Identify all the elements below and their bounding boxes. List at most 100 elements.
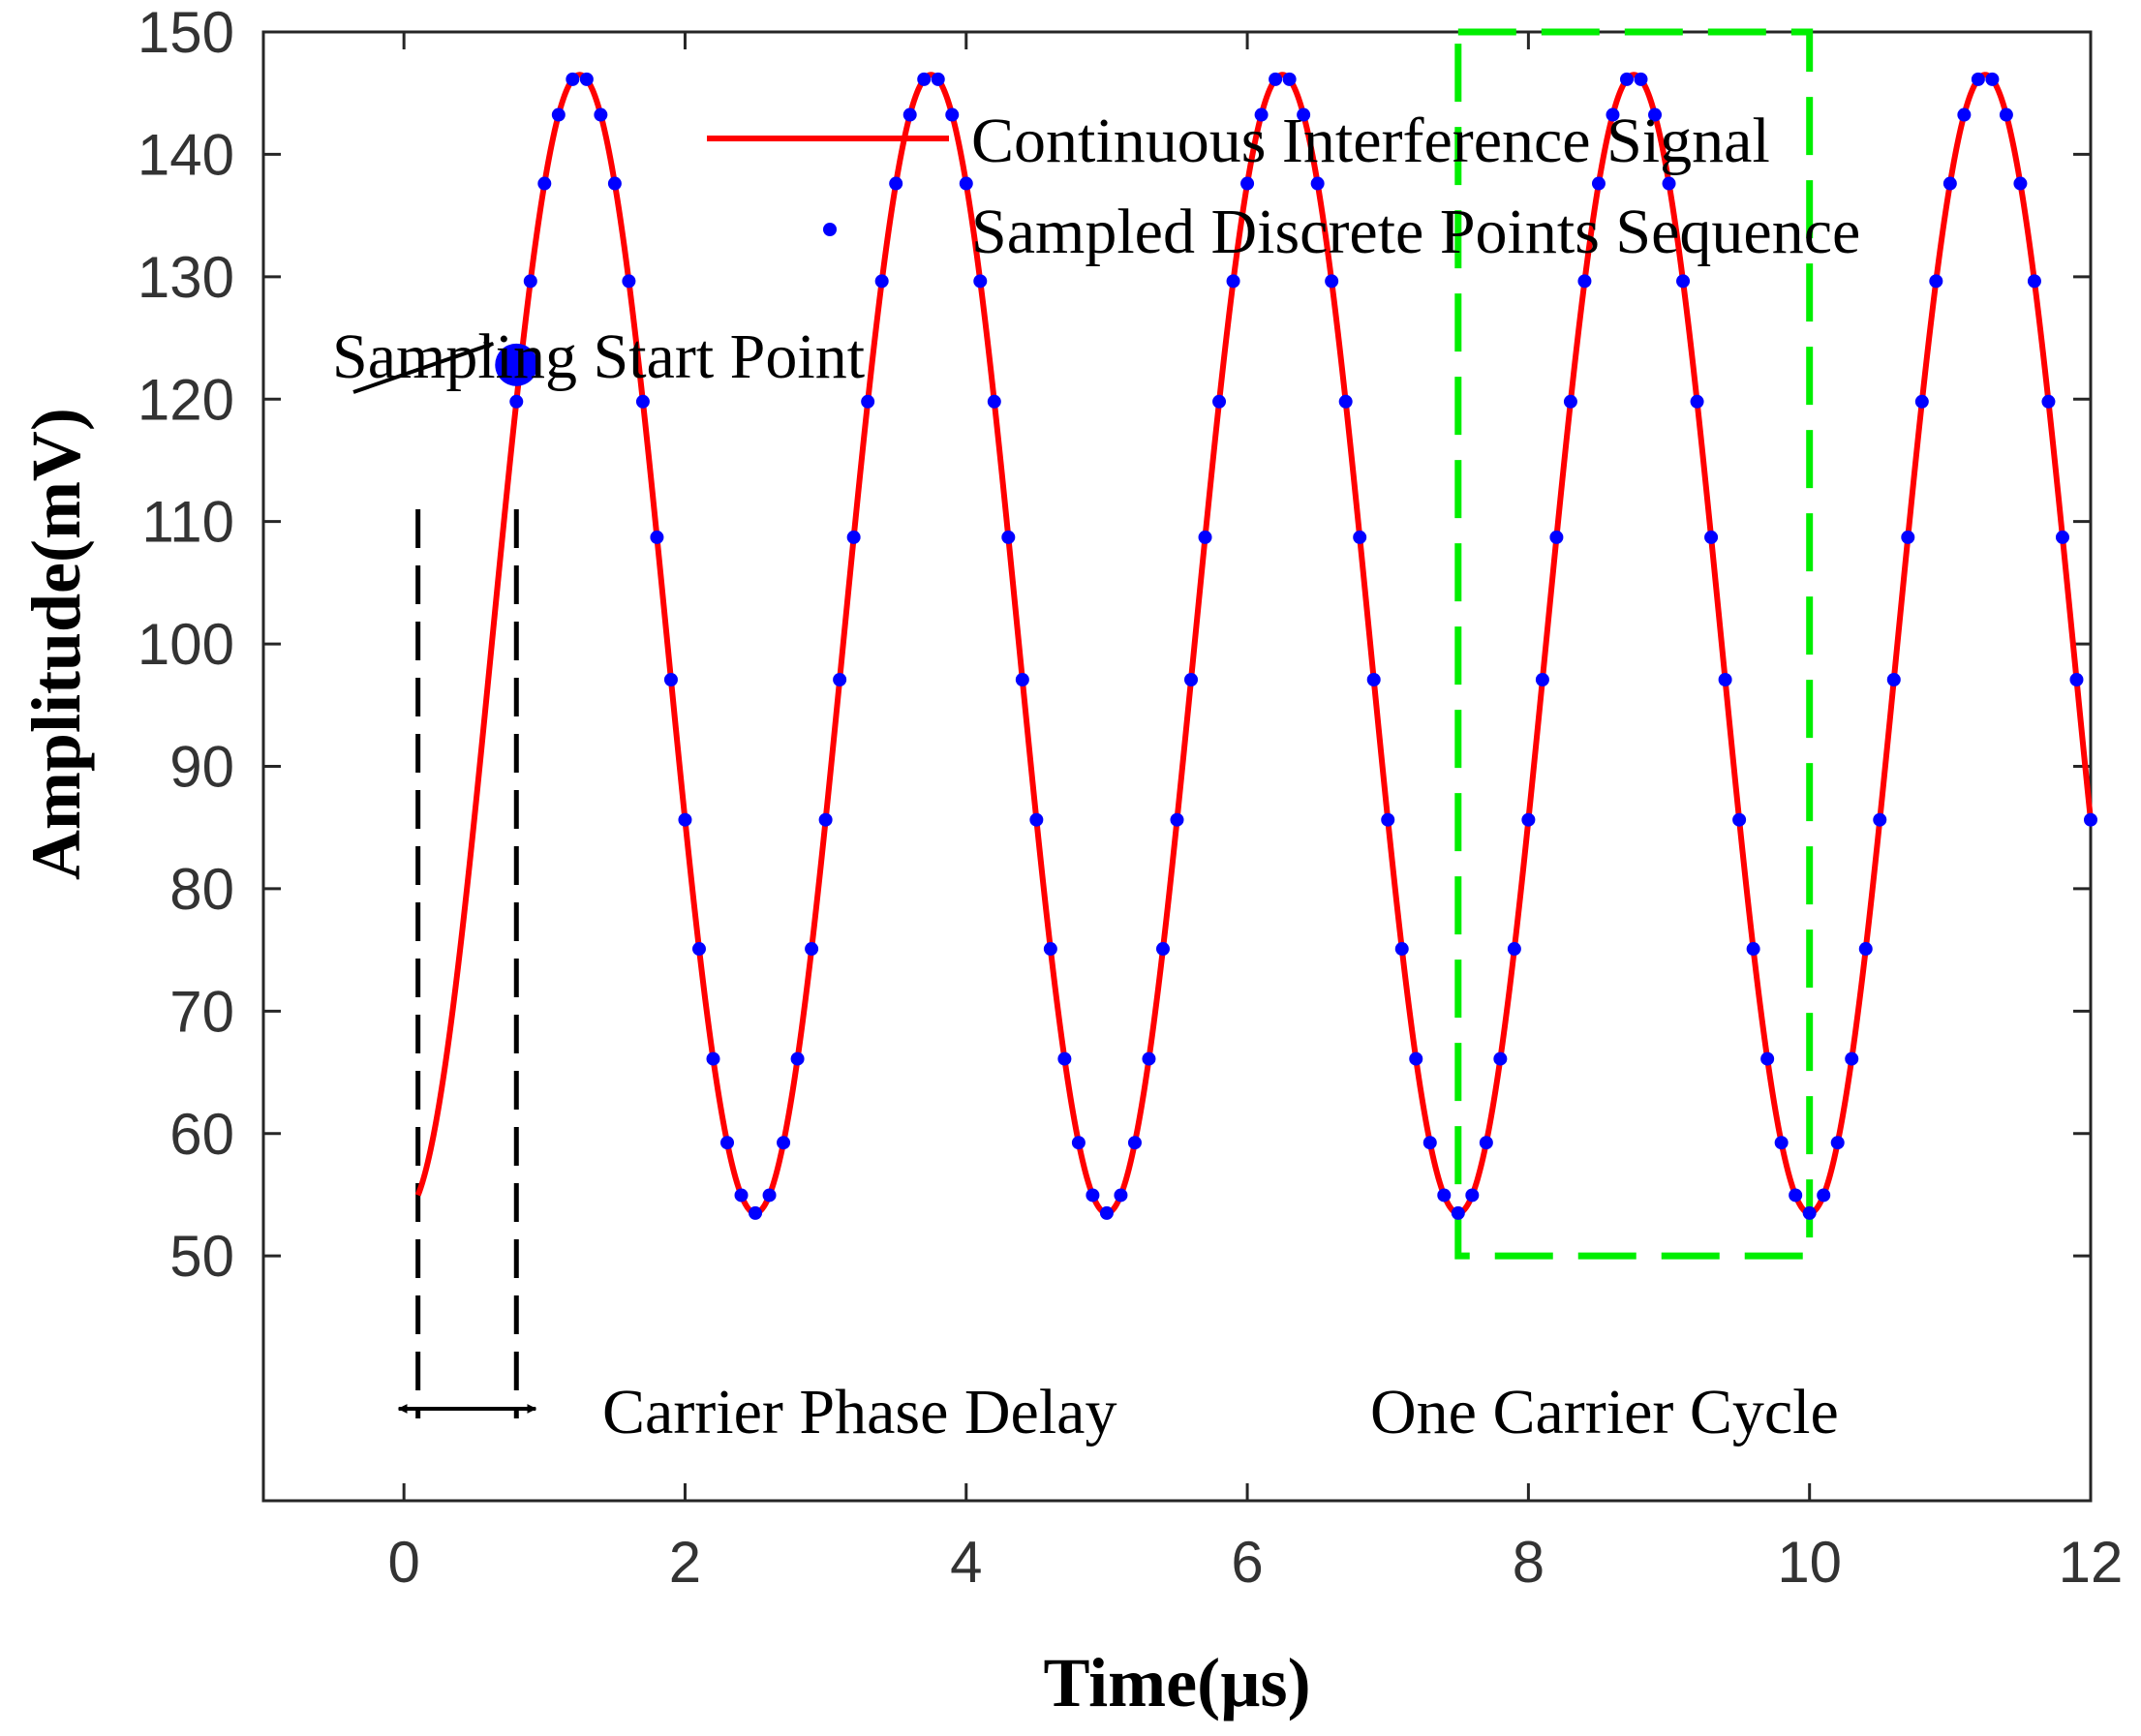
- x-tick-label: 4: [950, 1530, 982, 1595]
- y-tick-label: 70: [169, 979, 234, 1044]
- sample-point: [931, 72, 945, 86]
- x-tick-label: 8: [1513, 1530, 1545, 1595]
- sample-point: [1114, 1188, 1128, 1203]
- sample-point: [1732, 812, 1747, 827]
- sample-point: [846, 530, 861, 544]
- sample-point: [1676, 274, 1691, 289]
- sample-point: [1830, 1136, 1845, 1150]
- sample-point: [833, 672, 847, 686]
- y-axis: 50 60 70 80 90 100 110 120 130 140 150: [138, 0, 2091, 1289]
- y-tick-label: 120: [138, 367, 234, 432]
- sample-point: [945, 107, 960, 122]
- y-tick-label: 110: [141, 490, 234, 555]
- x-tick-label: 12: [2059, 1530, 2124, 1595]
- sample-point: [902, 107, 917, 122]
- sample-point: [1942, 176, 1957, 191]
- sample-point: [509, 394, 524, 409]
- sample-point: [1269, 72, 1283, 86]
- sample-point: [1043, 942, 1057, 957]
- sample-point: [734, 1188, 749, 1203]
- sample-point: [1746, 942, 1760, 957]
- sample-point: [720, 1136, 735, 1150]
- x-tick-label: 0: [387, 1530, 419, 1595]
- sample-point: [1873, 812, 1887, 827]
- sample-point: [874, 274, 889, 289]
- sample-point: [1549, 530, 1564, 544]
- sample-point: [2041, 394, 2056, 409]
- sample-point: [1142, 1051, 1156, 1066]
- x-tick-label: 6: [1231, 1530, 1263, 1595]
- sample-point: [1366, 672, 1381, 686]
- sample-point: [959, 176, 973, 191]
- sample-point: [1155, 942, 1170, 957]
- sample-point: [1802, 1205, 1817, 1220]
- sample-point: [1929, 274, 1943, 289]
- legend-label-signal: Continuous Interference Signal: [971, 106, 1770, 176]
- sample-point: [1451, 1205, 1465, 1220]
- sample-point: [1971, 72, 1985, 86]
- sample-point: [1591, 176, 1606, 191]
- sample-point: [1198, 530, 1212, 544]
- sample-point: [917, 72, 932, 86]
- sample-point: [1071, 1136, 1086, 1150]
- y-tick-label: 130: [138, 245, 234, 310]
- sample-point: [551, 107, 566, 122]
- sample-point: [607, 176, 622, 191]
- sample-point: [1212, 394, 1227, 409]
- sample-point: [1563, 394, 1577, 409]
- sample-point: [1886, 672, 1901, 686]
- sample-point: [762, 1188, 777, 1203]
- sample-point: [1001, 530, 1016, 544]
- sample-point: [1999, 107, 2013, 122]
- sample-point: [1521, 812, 1536, 827]
- sample-point: [1015, 672, 1029, 686]
- sample-point: [706, 1051, 720, 1066]
- x-tick-label: 2: [669, 1530, 701, 1595]
- sample-point: [1760, 1051, 1775, 1066]
- sample-point: [1718, 672, 1732, 686]
- legend: Continuous Interference Signal Sampled D…: [707, 106, 1860, 267]
- sample-point: [678, 812, 692, 827]
- sample-point: [1914, 394, 1929, 409]
- sample-point: [777, 1136, 791, 1150]
- sample-point: [1606, 107, 1620, 122]
- sample-point: [650, 530, 664, 544]
- sample-point: [1254, 107, 1269, 122]
- y-tick-label: 80: [169, 857, 234, 922]
- sample-point: [2084, 812, 2097, 827]
- sample-point: [973, 274, 988, 289]
- sample-point: [1282, 72, 1297, 86]
- sample-point: [2013, 176, 2028, 191]
- one-cycle-annotation: One Carrier Cycle: [1370, 28, 1839, 1447]
- y-tick-label: 50: [169, 1224, 234, 1289]
- phase-delay-label: Carrier Phase Delay: [602, 1377, 1116, 1447]
- sample-point: [1817, 1188, 1831, 1203]
- sample-point: [1310, 176, 1325, 191]
- sample-point: [663, 672, 678, 686]
- sample-point: [635, 394, 650, 409]
- sample-point: [1226, 274, 1240, 289]
- sample-point: [1493, 1051, 1508, 1066]
- sample-point: [537, 176, 552, 191]
- sample-point: [1465, 1188, 1480, 1203]
- legend-label-samples: Sampled Discrete Points Sequence: [971, 197, 1860, 267]
- sample-point: [1479, 1136, 1493, 1150]
- sample-point: [691, 942, 706, 957]
- sample-point: [805, 942, 819, 957]
- sample-point: [1789, 1188, 1803, 1203]
- sample-point: [1394, 942, 1409, 957]
- sample-point: [523, 274, 537, 289]
- sample-point: [1704, 530, 1719, 544]
- sample-point: [1381, 812, 1395, 827]
- sample-point: [1057, 1051, 1072, 1066]
- sample-point: [790, 1051, 805, 1066]
- sample-point: [1648, 107, 1663, 122]
- legend-dot-swatch: [823, 223, 837, 236]
- phase-delay-annotation: Carrier Phase Delay: [397, 509, 1116, 1447]
- sample-point: [1690, 394, 1704, 409]
- sample-point: [1240, 176, 1255, 191]
- sample-point: [1662, 176, 1676, 191]
- sample-point: [1901, 530, 1915, 544]
- sampling-start-annotation: Sampling Start Point: [332, 321, 865, 394]
